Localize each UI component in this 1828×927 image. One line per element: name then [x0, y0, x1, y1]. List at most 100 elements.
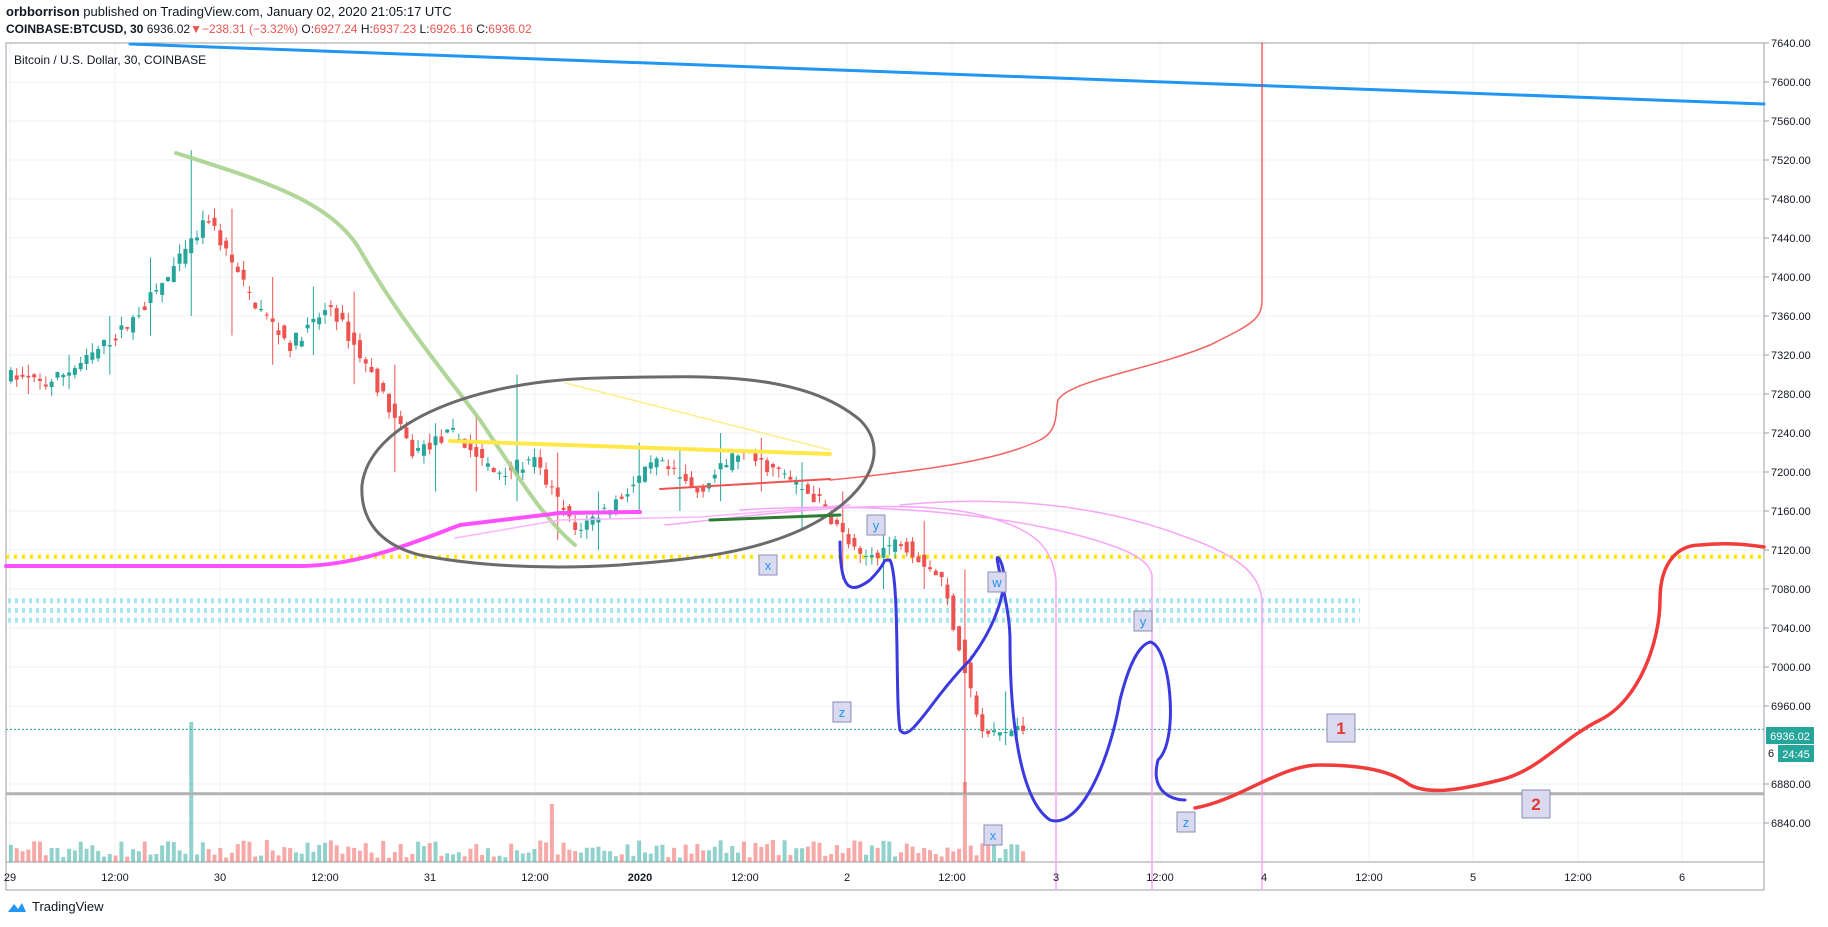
candle-body — [363, 359, 368, 364]
volume-bar — [136, 851, 141, 862]
volume-bar — [945, 847, 950, 862]
price-axis: 7640.00 7600.00 7560.00 7520.00 7480.00 7440.… — [1764, 38, 1811, 830]
candle-body — [485, 463, 490, 467]
candle-body — [49, 381, 54, 388]
candle-body — [590, 516, 595, 525]
volume-bar — [8, 844, 13, 862]
volume-bar — [672, 847, 677, 862]
volume-bar — [445, 853, 450, 862]
volume-bar — [573, 851, 578, 862]
candle-body — [183, 248, 188, 264]
candle-body — [212, 217, 217, 226]
blue-trendline — [128, 42, 1766, 106]
footer: TradingView — [6, 898, 104, 916]
volume-bar — [520, 853, 525, 862]
candle-body — [875, 552, 880, 559]
y-tick-label: 7440.00 — [1771, 233, 1811, 245]
volume-bar — [997, 857, 1002, 862]
footer-brand[interactable]: TradingView — [32, 899, 104, 914]
volume-bar — [101, 856, 106, 862]
candle-body — [1009, 730, 1014, 737]
volume-bar — [736, 852, 741, 862]
candle-body — [101, 340, 106, 347]
y-tick-label: 7160.00 — [1771, 506, 1811, 518]
volume-bar — [677, 857, 682, 862]
volume-bar — [881, 840, 886, 862]
candle-body — [992, 730, 997, 733]
volume-bar — [578, 852, 583, 862]
volume-bar — [992, 844, 997, 862]
candle-body — [171, 266, 176, 283]
candle-body — [660, 460, 665, 462]
candle-body — [695, 488, 700, 493]
wave-label-box — [832, 701, 852, 723]
volume-bar — [689, 853, 694, 862]
y-tick-label: 7400.00 — [1771, 272, 1811, 284]
candle-body — [858, 548, 863, 554]
candle-body — [107, 345, 112, 347]
candle-body — [224, 240, 229, 249]
volume-bar — [311, 851, 316, 862]
y-tick-label: 7360.00 — [1771, 311, 1811, 323]
x-tick-label: 12:00 — [1355, 872, 1383, 884]
volume-bar — [497, 855, 502, 862]
candle-body — [724, 464, 729, 468]
volume-bar — [834, 845, 839, 862]
candle-body — [770, 464, 775, 468]
candle-body — [491, 467, 496, 473]
volume-bar — [898, 852, 903, 862]
volume-bar — [206, 849, 211, 862]
volume-bar — [107, 854, 112, 862]
volume-bar — [608, 851, 613, 862]
volume-bars — [8, 722, 1026, 862]
candle-body — [532, 457, 537, 468]
green-curve — [174, 151, 577, 547]
candle-body — [299, 340, 304, 347]
candle-body — [893, 539, 898, 552]
volume-bar — [183, 853, 188, 862]
candle-body — [165, 277, 170, 282]
volume-bar — [1015, 844, 1020, 862]
volume-bar — [416, 841, 421, 862]
volume-bar — [381, 840, 386, 862]
dark-green-line — [708, 513, 842, 522]
volume-bar — [817, 842, 822, 862]
candle-body — [357, 340, 362, 359]
volume-bar — [37, 841, 42, 862]
y-tick-label: 7040.00 — [1771, 623, 1811, 635]
candle-body — [573, 522, 578, 530]
x-tick-label: 12:00 — [311, 872, 339, 884]
x-tick-label: 31 — [424, 872, 436, 884]
volume-bar — [613, 856, 618, 862]
y-tick-label: 6960.00 — [1771, 701, 1811, 713]
volume-bar — [43, 855, 48, 862]
candle-body — [32, 374, 37, 378]
volume-bar — [759, 846, 764, 862]
author-name[interactable]: orbborrison — [6, 4, 80, 19]
candle-body — [555, 487, 560, 497]
y-tick-label: 7240.00 — [1771, 428, 1811, 440]
volume-bar — [986, 840, 991, 862]
y-tick-label: 7560.00 — [1771, 116, 1811, 128]
candle-body — [654, 458, 659, 468]
candle-body — [206, 221, 211, 223]
pink-curve-2 — [664, 505, 1057, 891]
candle-body — [136, 315, 141, 317]
candle-body — [637, 475, 642, 483]
candle-body — [381, 383, 386, 392]
candle-body — [433, 436, 438, 446]
candle-body — [916, 556, 921, 563]
volume-bar — [800, 848, 805, 862]
volume-bar — [666, 857, 671, 862]
wave-label-box — [1326, 713, 1356, 743]
volume-bar — [113, 855, 118, 862]
candle-body — [259, 308, 264, 311]
volume-bar — [910, 846, 915, 862]
candle-body — [515, 459, 519, 475]
candle-body — [701, 486, 706, 492]
candle-body — [666, 466, 671, 470]
volume-bar — [538, 840, 543, 862]
candle-body — [352, 332, 357, 345]
candle-body — [619, 496, 624, 499]
